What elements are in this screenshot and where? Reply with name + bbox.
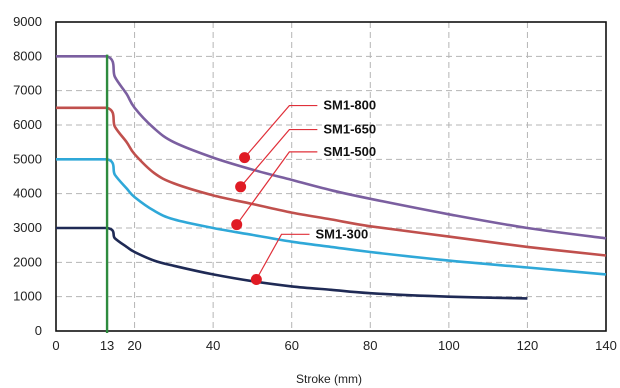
y-tick-label: 7000: [13, 83, 42, 98]
y-tick-label: 1000: [13, 289, 42, 304]
annotation-dot: [250, 274, 262, 285]
x-tick-label: 20: [127, 338, 141, 353]
x-tick-label: 60: [284, 338, 298, 353]
x-tick-label: 0: [52, 338, 59, 353]
x-tick-label: 100: [438, 338, 460, 353]
y-tick-label: 8000: [13, 48, 42, 63]
series-line-sm1-500: [56, 158, 607, 276]
series-line-sm1-300: [56, 226, 528, 300]
annotation-label: SM1-300: [316, 226, 369, 241]
annotation-leader: [255, 233, 310, 280]
x-tick-label: 120: [517, 338, 539, 353]
y-tick-label: 9000: [13, 14, 42, 29]
annotation-leader: [236, 151, 318, 225]
annotation-dot: [239, 152, 251, 164]
x-tick-label: 40: [206, 338, 220, 353]
y-tick-label: 2000: [13, 254, 42, 269]
annotation-dot: [231, 219, 243, 231]
series-line-sm1-650: [56, 106, 607, 257]
annotation-label: SM1-500: [323, 144, 376, 159]
y-tick-label: 0: [35, 323, 42, 338]
plot-frame: [55, 21, 607, 332]
x-tick-label: 140: [595, 338, 617, 353]
annotation-label: SM1-650: [323, 122, 376, 137]
annotation-label: SM1-800: [323, 98, 376, 113]
x-tick-label: 13: [100, 338, 114, 353]
y-tick-label: 6000: [13, 117, 42, 132]
y-tick-label: 4000: [13, 186, 42, 201]
y-tick-label: 5000: [13, 151, 42, 166]
annotation-leader: [244, 104, 318, 159]
annotation-leader: [240, 128, 318, 188]
series-line-sm1-800: [56, 55, 607, 240]
x-axis-title: Stroke (mm): [296, 372, 362, 386]
annotation-dot: [235, 181, 247, 193]
x-tick-label: 80: [363, 338, 377, 353]
y-tick-label: 3000: [13, 220, 42, 235]
